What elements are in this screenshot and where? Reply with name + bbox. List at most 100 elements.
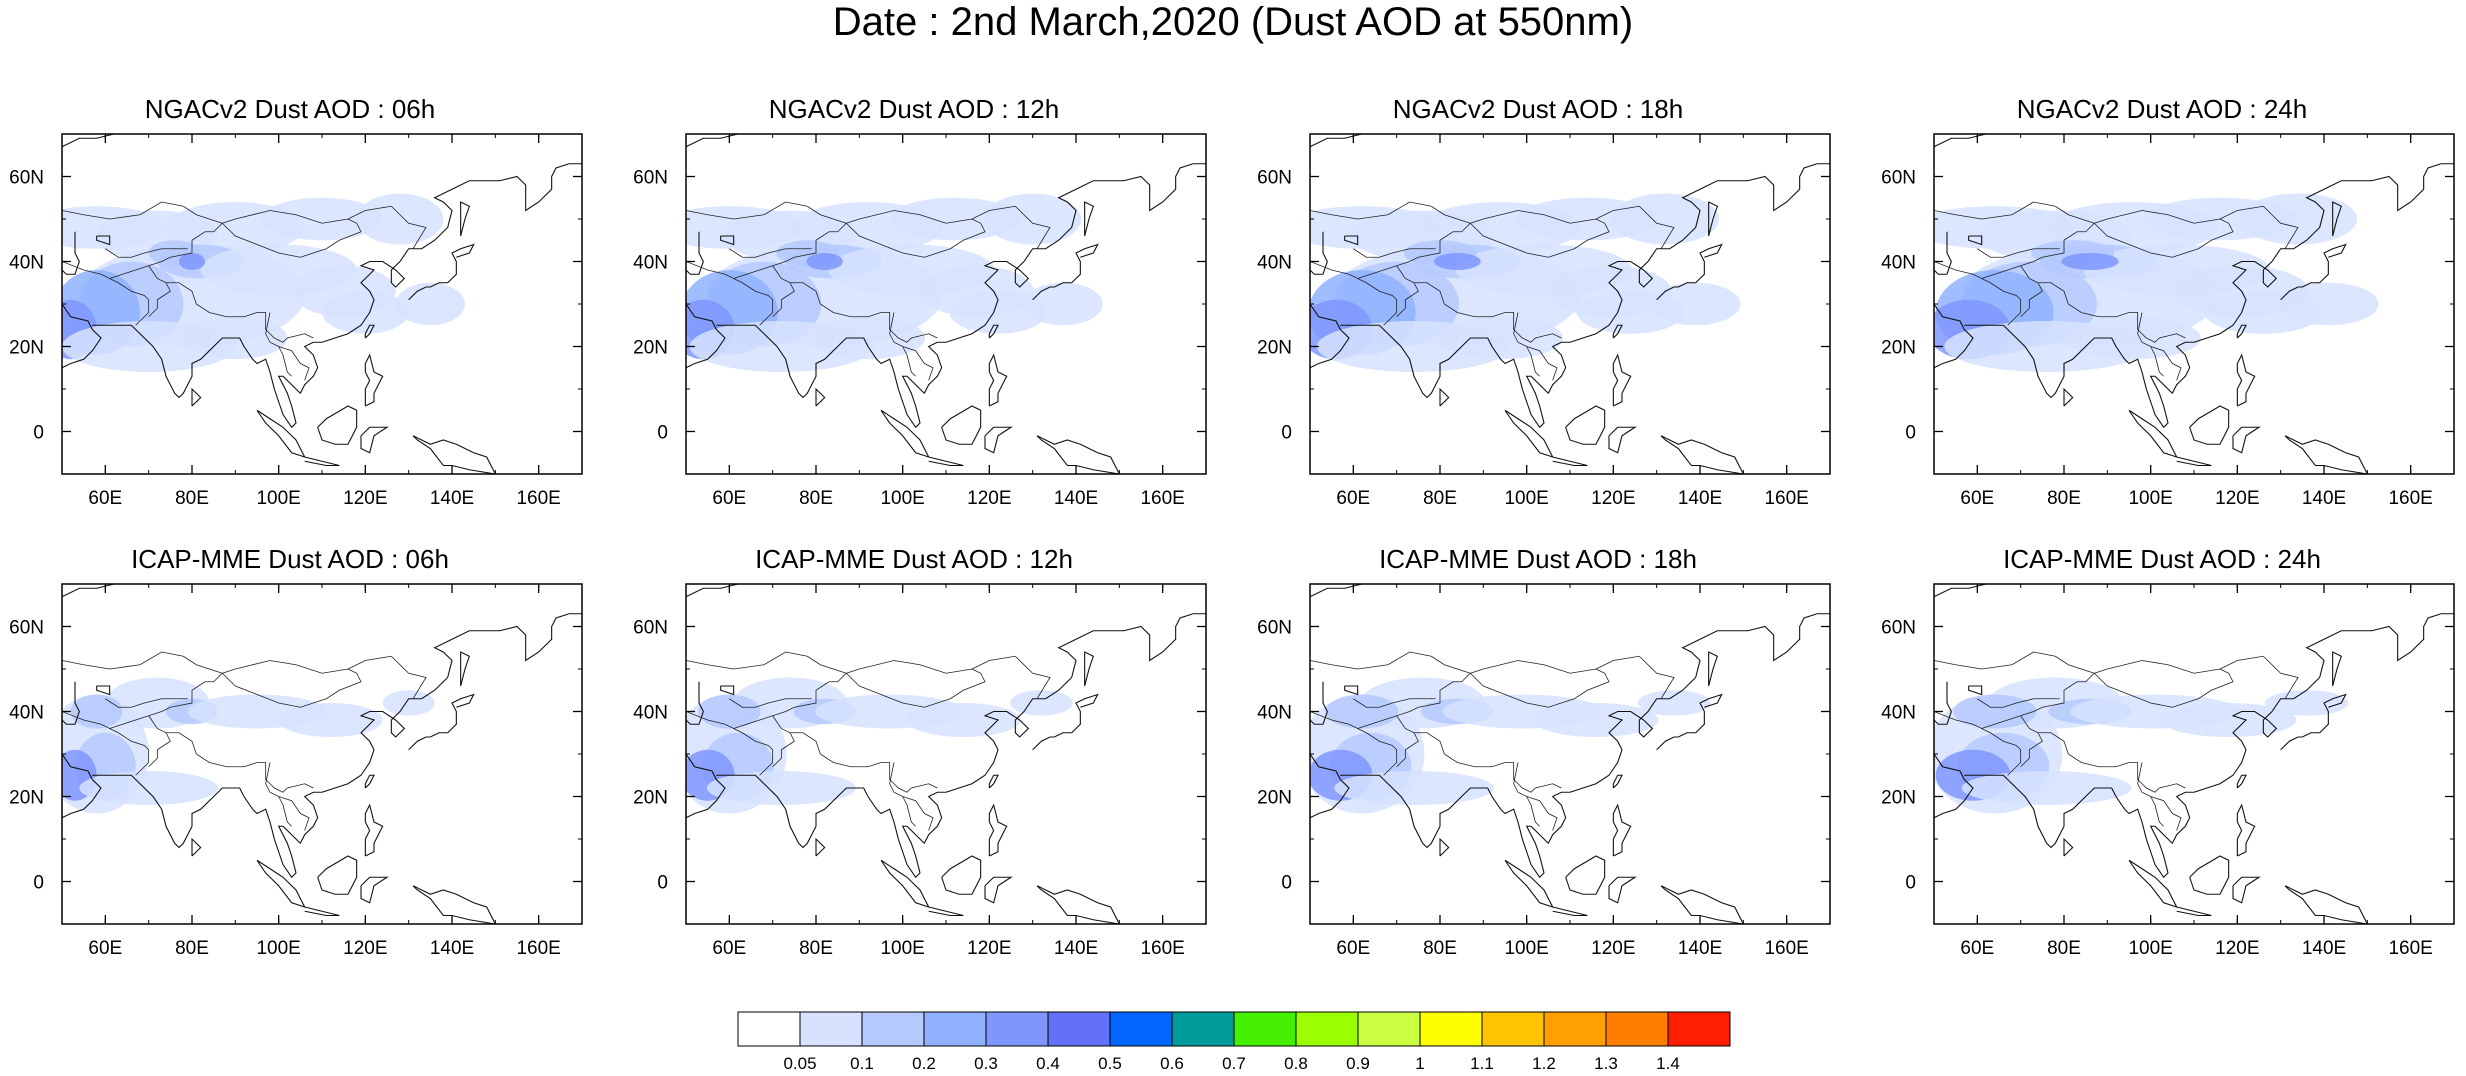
coastline [191, 837, 202, 857]
country-border [1977, 698, 2060, 708]
country-border [62, 651, 223, 674]
coastline [1439, 387, 1450, 407]
y-tick-label: 20N [633, 788, 668, 809]
x-tick-label: 80E [1423, 488, 1457, 509]
map-panel: NGACv2 Dust AOD : 18h 60E 80E 100E 120E 140E 1… [1248, 94, 1831, 534]
x-tick-label: 100E [2128, 488, 2172, 509]
country-border [1934, 205, 2299, 279]
coastline [1964, 163, 2454, 429]
x-tick-label: 80E [799, 488, 833, 509]
coastline [317, 855, 358, 895]
coastline [2063, 837, 2074, 857]
coastline [360, 876, 389, 904]
x-tick-label: 80E [175, 488, 209, 509]
y-tick-label: 0 [1281, 423, 1292, 444]
country-border [2094, 218, 2234, 258]
colorbar-swatch [1667, 1011, 1731, 1047]
aod-shading [806, 253, 843, 270]
y-tick-label: 60N [1881, 618, 1916, 639]
coastline [92, 613, 582, 879]
coastline [1084, 201, 1095, 237]
x-tick-label: 60E [1960, 938, 1994, 959]
coastline [191, 387, 202, 407]
x-tick-label: 140E [1054, 938, 1098, 959]
x-tick-label: 100E [2128, 938, 2172, 959]
x-tick-label: 160E [516, 488, 560, 509]
coastline [2332, 651, 2343, 687]
colorbar-label: 0.3 [974, 1054, 998, 1073]
aod-shading [2161, 703, 2297, 737]
colorbar-label: 0.1 [850, 1054, 874, 1073]
coastline [2236, 353, 2256, 407]
aod-shading [1433, 253, 1481, 270]
x-tick-label: 160E [1764, 488, 1808, 509]
coastline [1698, 584, 1830, 585]
map-plot: 60E 80E 100E 120E 140E 160E 0 20N 40N 60N [1257, 583, 1831, 959]
country-border [265, 312, 310, 381]
y-tick-label: 20N [9, 338, 44, 359]
map-plot: 60E 80E 100E 120E 140E 160E 0 20N 40N 60N [9, 133, 583, 509]
coastline [2280, 693, 2347, 751]
country-border [729, 248, 812, 258]
aod-shading [382, 690, 435, 716]
map-plot: 60E 80E 100E 120E 140E 160E 0 20N 40N 60N [1881, 583, 2455, 959]
coastline [815, 837, 826, 857]
aod-shading [810, 316, 926, 360]
coastline [1660, 885, 1744, 924]
map-plot: 60E 80E 100E 120E 140E 160E 0 20N 40N 60N [9, 583, 583, 959]
y-tick-label: 60N [1257, 618, 1292, 639]
country-border [2038, 282, 2186, 343]
country-border [772, 265, 795, 318]
coastline [62, 134, 115, 148]
y-tick-label: 60N [633, 168, 668, 189]
coastline [1310, 134, 1363, 148]
coastline [1074, 584, 1206, 585]
coastline [360, 426, 389, 454]
y-tick-label: 40N [1257, 253, 1292, 274]
y-tick-label: 0 [1905, 873, 1916, 894]
coastline [96, 235, 111, 246]
y-tick-label: 40N [9, 703, 44, 724]
colorbar-swatch [861, 1011, 925, 1047]
y-tick-label: 20N [1257, 338, 1292, 359]
country-border [105, 248, 188, 258]
country-border [1526, 796, 1540, 827]
coastline [460, 201, 471, 237]
y-tick-label: 60N [1881, 168, 1916, 189]
coastline [62, 303, 102, 369]
coastline [1310, 753, 1350, 819]
country-border [2094, 668, 2234, 708]
map-panel: ICAP-MME Dust AOD : 06h 60E 80E 100E 120E 140… [0, 544, 583, 984]
x-tick-label: 120E [343, 938, 387, 959]
map-panel: ICAP-MME Dust AOD : 12h 60E 80E 100E 120E 140… [624, 544, 1207, 984]
coastline [686, 584, 739, 598]
y-tick-label: 40N [1881, 253, 1916, 274]
coastline [364, 774, 375, 789]
x-tick-label: 160E [1140, 488, 1184, 509]
country-border [846, 668, 986, 708]
country-border [62, 205, 427, 279]
coastline [988, 353, 1008, 407]
coastline [364, 803, 384, 857]
country-border [686, 655, 1051, 729]
x-tick-label: 140E [430, 488, 474, 509]
coastline [1552, 456, 1588, 467]
coastline [1934, 753, 1974, 819]
country-border [889, 312, 934, 381]
y-tick-label: 40N [1881, 703, 1916, 724]
coastline [2322, 584, 2454, 585]
aod-shading [698, 694, 761, 729]
y-tick-label: 20N [1881, 338, 1916, 359]
coastline [1656, 243, 1723, 301]
country-border [902, 796, 916, 827]
coastline [815, 387, 826, 407]
coastline [412, 885, 496, 924]
coastline [96, 685, 111, 696]
coastline [412, 435, 496, 474]
x-tick-label: 160E [2388, 488, 2432, 509]
y-tick-label: 20N [633, 338, 668, 359]
x-tick-label: 100E [256, 938, 300, 959]
country-border [2137, 312, 2182, 381]
coastline [1612, 353, 1632, 407]
country-border [686, 651, 847, 674]
